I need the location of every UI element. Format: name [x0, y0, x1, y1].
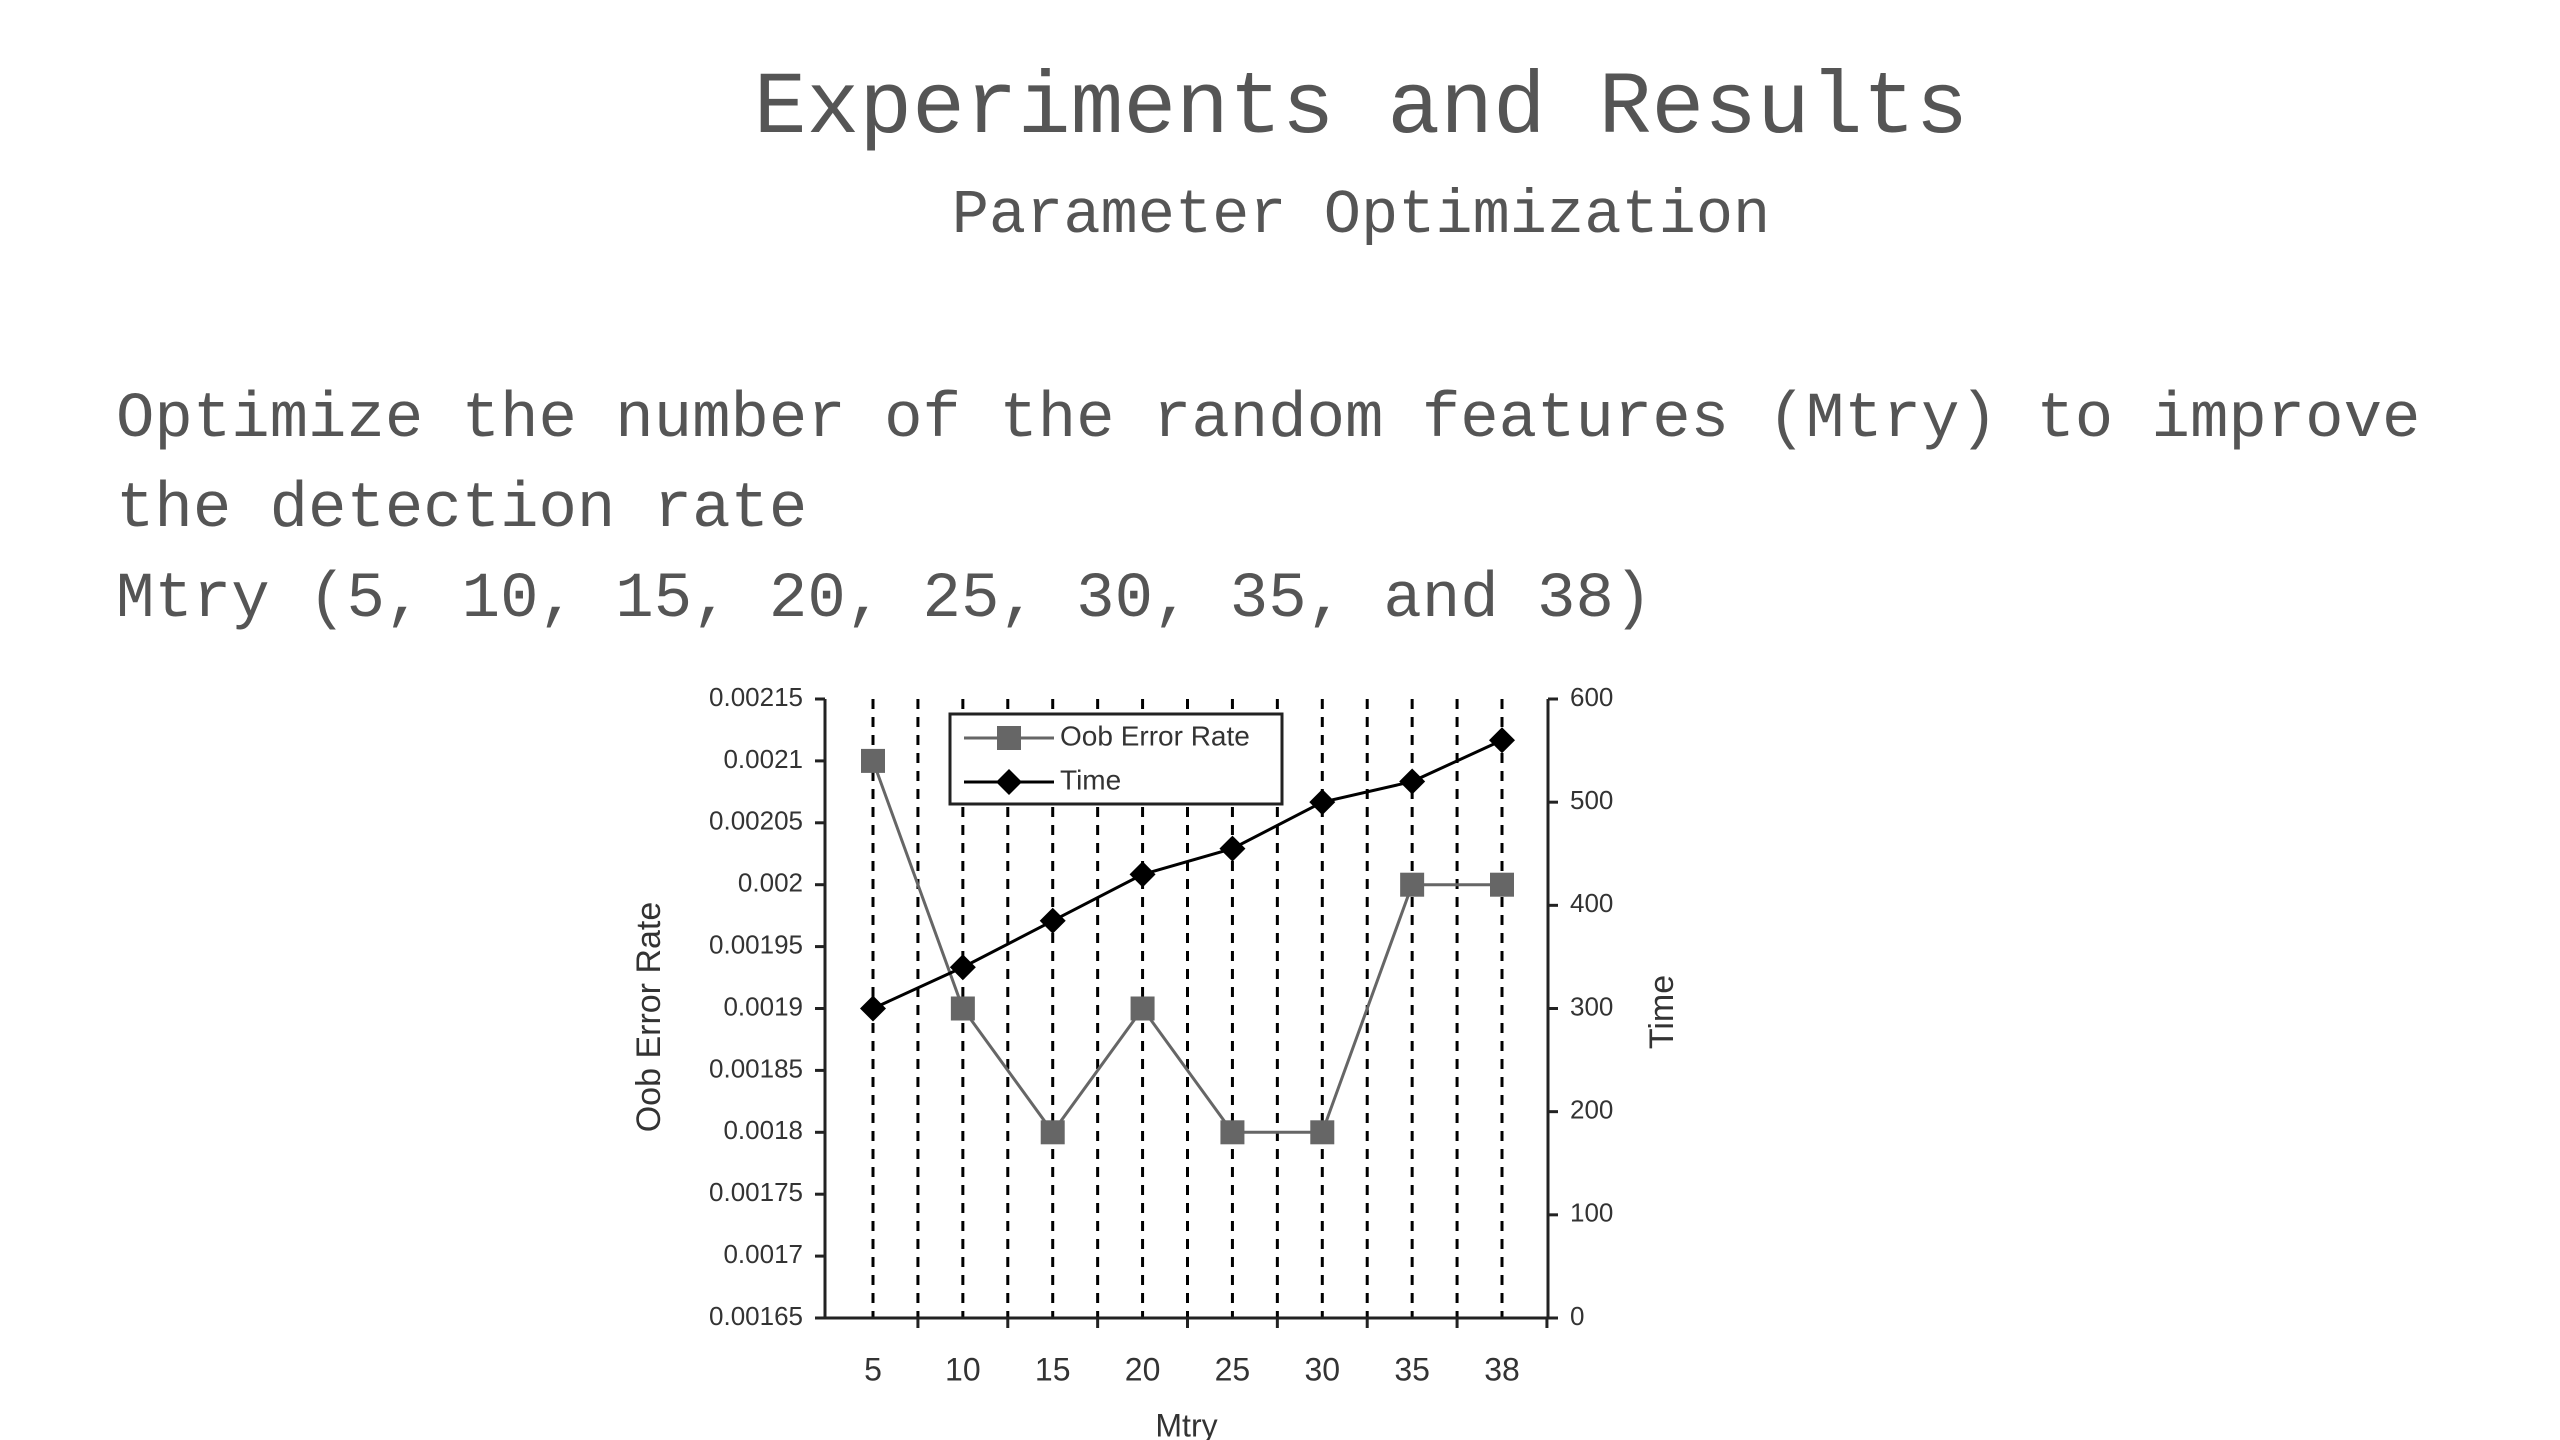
y2-tick-label: 0 [1570, 1301, 1584, 1331]
marker [1309, 789, 1336, 816]
marker [1399, 768, 1426, 795]
marker [950, 996, 975, 1021]
y-tick-label: 0.00215 [709, 682, 803, 712]
slide-subtitle: Parameter Optimization [951, 180, 1771, 251]
y-tick-label: 0.00205 [709, 806, 803, 836]
y2-tick-label: 300 [1570, 991, 1613, 1021]
x-tick-label: 5 [864, 1351, 882, 1387]
marker [1130, 996, 1155, 1021]
y-tick-label: 0.00175 [709, 1177, 803, 1207]
marker [861, 748, 885, 773]
marker [1040, 1120, 1065, 1145]
marker [1220, 1120, 1245, 1145]
marker [1490, 872, 1514, 897]
marker [1310, 1120, 1335, 1145]
marker [1219, 835, 1246, 862]
y2-tick-label: 500 [1570, 785, 1613, 815]
x-axis-title: Mtry [1155, 1407, 1217, 1440]
x-tick-label: 15 [1035, 1351, 1071, 1387]
y-tick-label: 0.0018 [723, 1115, 803, 1145]
x-tick-label: 25 [1215, 1351, 1251, 1387]
marker [1129, 861, 1156, 888]
y-tick-label: 0.002 [738, 868, 803, 898]
marker [1039, 907, 1066, 934]
x-tick-label: 30 [1304, 1351, 1340, 1387]
y-axis-title: Oob Error Rate [630, 902, 668, 1133]
y2-tick-label: 100 [1570, 1198, 1613, 1228]
x-tick-label: 38 [1484, 1351, 1520, 1387]
y2-tick-label: 200 [1570, 1095, 1613, 1125]
marker [996, 769, 1022, 795]
x-tick-label: 35 [1394, 1351, 1430, 1387]
bullet: Optimize the number of the random featur… [116, 384, 2421, 546]
series-line [871, 760, 1502, 1135]
x-tick-label: 10 [945, 1351, 981, 1387]
marker [949, 954, 976, 981]
y-tick-label: 0.00195 [709, 929, 803, 959]
y-tick-label: 0.00185 [709, 1053, 803, 1083]
marker [860, 995, 886, 1022]
marker [1400, 872, 1425, 897]
marker [1489, 727, 1515, 754]
y-tick-label: 0.0019 [723, 991, 803, 1021]
y-tick-label: 0.0017 [723, 1239, 803, 1269]
bullet: Mtry (5, 10, 15, 20, 25, 30, 35, and 38) [116, 564, 1653, 636]
slide-body: Optimize the number of the random featur… [116, 375, 2476, 645]
x-tick-label: 20 [1125, 1351, 1161, 1387]
legend-label: Time [1060, 764, 1121, 795]
y-tick-label: 0.00165 [709, 1301, 803, 1331]
y2-tick-label: 400 [1570, 888, 1613, 918]
marker [997, 726, 1021, 750]
y2-axis-title: Time [1643, 975, 1681, 1049]
series-line [872, 738, 1503, 1010]
y-tick-label: 0.0021 [723, 744, 803, 774]
y2-tick-label: 600 [1570, 682, 1613, 712]
legend-label: Oob Error Rate [1060, 720, 1250, 751]
slide-title: Experiments and Results [753, 60, 1969, 159]
